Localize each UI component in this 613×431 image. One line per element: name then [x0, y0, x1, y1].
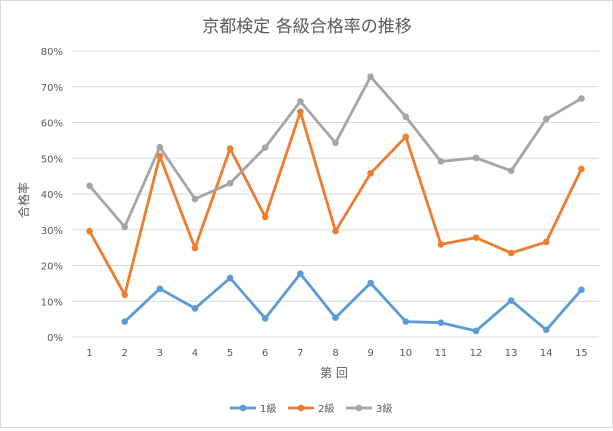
- legend-label: 2級: [318, 402, 334, 415]
- data-point: [226, 274, 234, 282]
- data-point: [86, 227, 93, 235]
- data-point: [578, 95, 585, 102]
- data-point: [507, 297, 515, 304]
- series-points: [86, 73, 585, 335]
- data-point: [261, 213, 269, 221]
- y-tick-label: 0%: [47, 333, 63, 344]
- data-point: [472, 154, 480, 162]
- legend-label: 1級: [260, 402, 276, 415]
- data-point: [121, 318, 128, 325]
- data-point: [437, 158, 445, 165]
- data-point: [367, 279, 374, 287]
- y-tick-label: 60%: [41, 119, 63, 130]
- legend-label: 3級: [376, 402, 392, 415]
- data-point: [507, 249, 515, 257]
- y-tick-labels: 0% 10% 20% 30% 40% 50% 60% 70% 80%: [41, 47, 63, 344]
- y-axis-label: 合格率: [16, 182, 31, 218]
- data-point: [332, 139, 339, 147]
- data-point: [543, 115, 550, 123]
- x-tick-labels: 1 2 3 4 5 6 7 8 9 10 11 12 13 14 15: [86, 348, 587, 359]
- series-line-1: [123, 272, 583, 333]
- x-tick-label: 10: [399, 348, 412, 359]
- x-tick-label: 8: [332, 348, 338, 359]
- data-point: [402, 318, 410, 325]
- data-point: [543, 238, 550, 246]
- x-tick-label: 3: [157, 348, 163, 359]
- x-tick-label: 5: [227, 348, 233, 359]
- data-point: [437, 319, 445, 327]
- data-point: [86, 182, 93, 190]
- data-point: [578, 165, 585, 173]
- y-tick-label: 70%: [41, 83, 63, 94]
- y-tick-label: 80%: [41, 47, 63, 58]
- data-point: [297, 98, 304, 105]
- x-tick-label: 2: [122, 348, 128, 359]
- data-point: [297, 270, 304, 278]
- series-line-2: [88, 110, 583, 297]
- data-point: [191, 305, 199, 312]
- y-tick-label: 30%: [41, 226, 63, 237]
- data-point: [578, 286, 585, 294]
- x-tick-label: 7: [297, 348, 303, 359]
- data-point: [332, 314, 339, 321]
- data-point: [297, 108, 304, 116]
- x-tick-label: 9: [367, 348, 373, 359]
- data-point: [261, 315, 269, 322]
- data-point: [402, 113, 410, 121]
- y-tick-label: 40%: [41, 190, 63, 201]
- series-lines: [88, 75, 583, 333]
- x-tick-label: 14: [540, 348, 553, 359]
- data-point: [156, 285, 164, 293]
- legend-swatch-marker: [297, 404, 305, 412]
- data-point: [367, 169, 374, 177]
- x-axis-label: 第 回: [320, 366, 348, 380]
- x-tick-label: 11: [435, 348, 448, 359]
- data-point: [507, 167, 515, 175]
- data-point: [121, 291, 128, 299]
- y-tick-label: 50%: [41, 154, 63, 165]
- data-point: [367, 73, 374, 81]
- data-point: [332, 227, 339, 235]
- x-tick-label: 1: [86, 348, 92, 359]
- data-point: [543, 326, 550, 334]
- x-tick-label: 6: [262, 348, 268, 359]
- data-point: [191, 244, 199, 252]
- data-point: [226, 179, 234, 187]
- data-point: [156, 152, 164, 160]
- data-point: [472, 327, 480, 335]
- x-tick-label: 12: [470, 348, 483, 359]
- data-point: [121, 223, 128, 231]
- x-tick-label: 15: [575, 348, 588, 359]
- legend-swatch-marker: [355, 404, 363, 412]
- y-tick-label: 20%: [41, 262, 63, 273]
- legend-swatch-marker: [239, 404, 247, 412]
- y-tick-label: 10%: [41, 297, 63, 308]
- data-point: [191, 195, 199, 203]
- series-line-3: [88, 75, 583, 229]
- data-point: [437, 241, 445, 248]
- data-point: [261, 144, 269, 151]
- data-point: [226, 145, 234, 152]
- data-point: [472, 234, 480, 241]
- data-point: [402, 133, 410, 141]
- data-point: [156, 143, 164, 151]
- x-tick-label: 4: [192, 348, 198, 359]
- legend: 1級 2級 3級: [230, 402, 392, 415]
- x-tick-label: 13: [505, 348, 518, 359]
- chart-title: 京都検定 各級合格率の推移: [202, 17, 411, 37]
